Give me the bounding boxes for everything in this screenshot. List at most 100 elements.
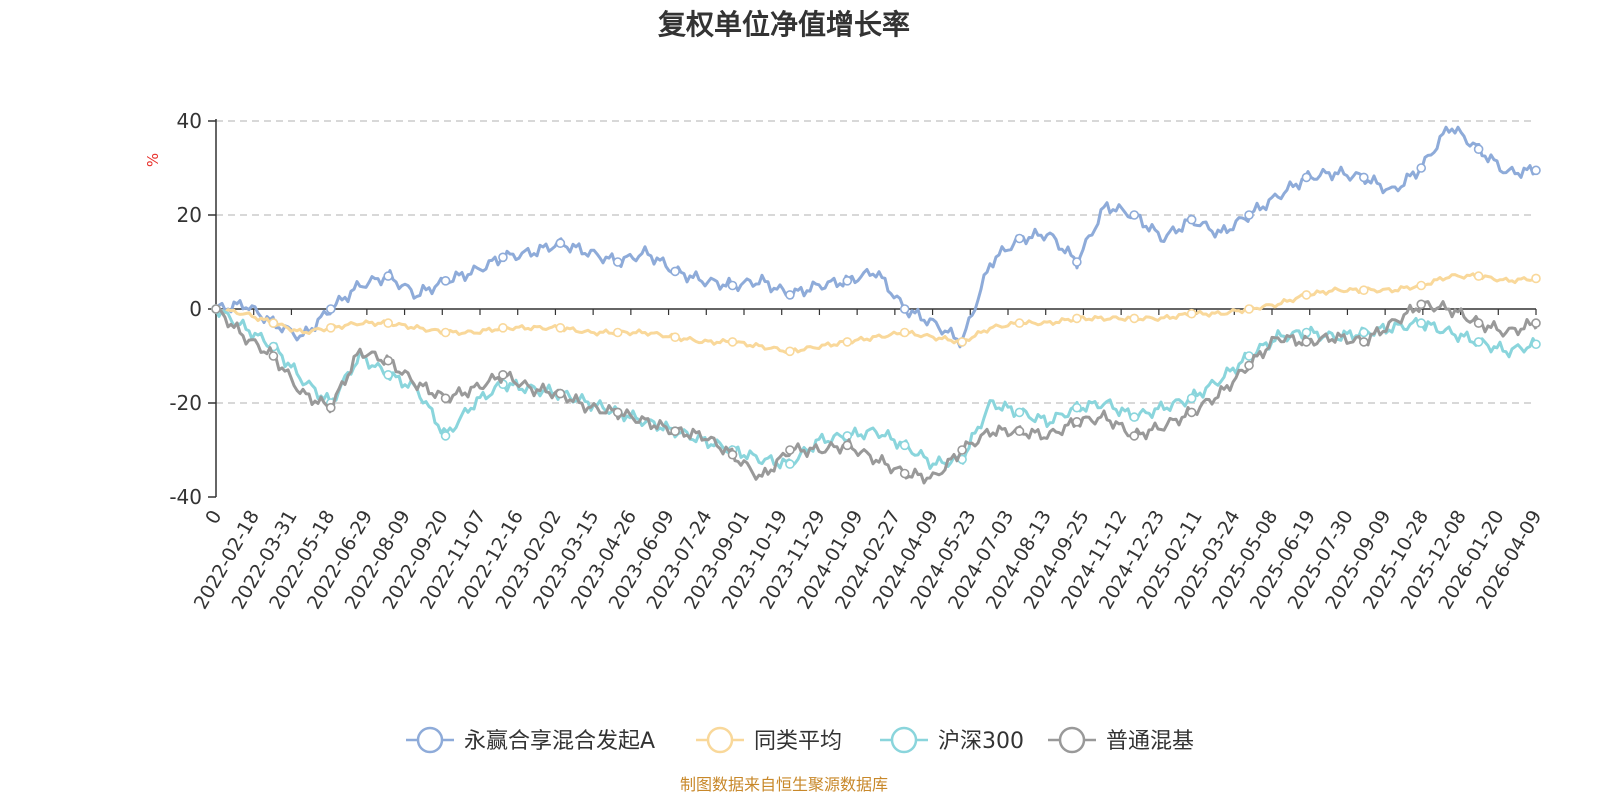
series-point-4	[1473, 318, 1484, 328]
x-tick-label: 0	[201, 507, 226, 528]
series-point-3	[1129, 412, 1140, 422]
series-point-3	[899, 440, 910, 451]
series-point-2	[498, 322, 508, 333]
series-point-4	[1186, 407, 1197, 418]
y-tick-labels: 40 20 0 -20 -40	[169, 109, 202, 509]
series-point-4	[1301, 337, 1312, 347]
series-point-2	[383, 318, 393, 328]
series-point-3	[1301, 327, 1312, 338]
series-point-4	[1129, 431, 1140, 441]
y-tick-label: 20	[177, 203, 202, 227]
series-point-2	[1473, 271, 1484, 281]
series-point-4	[1416, 299, 1427, 310]
series-point-1	[1531, 165, 1541, 176]
series-point-4	[612, 407, 623, 418]
series-point-3	[1416, 318, 1427, 328]
series-point-4	[842, 440, 853, 451]
series-point-1	[1473, 144, 1484, 154]
series-point-1	[1301, 172, 1312, 183]
series-point-4	[1359, 337, 1369, 347]
series-point-3	[1531, 339, 1541, 350]
legend-label[interactable]: 普通混基	[1106, 729, 1194, 754]
series-point-2	[612, 327, 623, 338]
series-point-2	[1531, 273, 1541, 284]
legend-circle-icon	[1058, 726, 1086, 754]
gridlines	[208, 120, 1536, 498]
series-point-2	[899, 327, 910, 338]
series-point-2	[1244, 304, 1254, 314]
series-point-3	[440, 431, 451, 441]
y-axis-unit-label: %	[144, 153, 162, 167]
series-point-2	[440, 327, 451, 338]
legend-circle-icon	[706, 726, 734, 754]
series-point-2	[1186, 308, 1197, 319]
series-point-1	[1244, 210, 1254, 220]
series-point-1	[899, 304, 910, 314]
y-tick-label: -20	[169, 391, 202, 415]
series-point-2	[325, 322, 336, 333]
series-point-4	[1072, 416, 1082, 427]
series-point-1	[498, 252, 508, 263]
series-line-2	[214, 272, 1537, 354]
series-point-2	[785, 346, 795, 357]
series-point-3	[1473, 337, 1484, 347]
series-point-2	[268, 318, 279, 328]
series-point-1	[785, 290, 795, 300]
series-point-4	[785, 445, 795, 455]
series-point-2	[1416, 280, 1427, 291]
y-tick-label: -40	[169, 485, 202, 509]
series-point-2	[555, 322, 566, 333]
legend-label[interactable]: 同类平均	[754, 729, 842, 754]
axes	[215, 119, 1537, 497]
series-point-1	[842, 275, 853, 286]
series-point-2	[1072, 313, 1082, 324]
series-point-3	[1072, 402, 1082, 413]
series-point-2	[727, 337, 738, 347]
legend: 永赢合享混合发起A 同类平均 沪深300 普通混基	[406, 726, 1194, 754]
series-point-2	[1301, 290, 1312, 300]
series-point-4	[383, 355, 393, 366]
series-point-3	[1014, 407, 1025, 418]
series-point-1	[1129, 210, 1140, 220]
series-point-3	[383, 369, 393, 380]
series-point-4	[498, 369, 508, 380]
series-point-1	[440, 275, 451, 286]
source-note: 制图数据来自恒生聚源数据库	[680, 775, 888, 794]
chart-title: 复权单位净值增长率	[658, 8, 910, 41]
series-point-1	[383, 271, 393, 281]
series-point-4	[1531, 318, 1541, 328]
y-tick-label: 40	[177, 109, 202, 133]
series-point-1	[325, 304, 336, 314]
series-point-2	[957, 337, 967, 347]
legend-circle-icon	[416, 726, 444, 754]
series-point-4	[440, 393, 451, 404]
series-point-3	[785, 459, 795, 469]
legend-label[interactable]: 永赢合享混合发起A	[464, 729, 655, 754]
y-tick-label: 0	[189, 297, 202, 321]
series-point-4	[957, 445, 967, 455]
series-point-3	[1359, 327, 1369, 338]
series-point-4	[1244, 360, 1254, 371]
series-point-4	[1014, 426, 1025, 437]
series-point-4	[727, 449, 738, 460]
series-point-1	[555, 238, 566, 248]
series-lines	[211, 125, 1541, 485]
series-point-1	[670, 266, 680, 277]
series-point-2	[842, 337, 853, 347]
series-point-3	[1186, 393, 1197, 404]
series-point-4	[555, 388, 566, 399]
series-point-2	[1129, 313, 1140, 324]
series-point-1	[612, 257, 623, 267]
series-point-1	[1359, 172, 1369, 183]
series-line-4	[215, 300, 1538, 485]
series-point-2	[1359, 285, 1369, 296]
legend-label[interactable]: 沪深300	[938, 729, 1024, 754]
series-point-1	[727, 280, 738, 291]
legend-circle-icon	[890, 726, 918, 754]
series-point-1	[1014, 233, 1025, 244]
series-point-4	[670, 426, 680, 437]
x-tick-labels: 02022-02-182022-03-312022-05-182022-06-2…	[190, 507, 1547, 614]
series-point-4	[325, 402, 336, 413]
series-point-2	[1014, 318, 1025, 328]
series-point-4	[268, 351, 279, 361]
